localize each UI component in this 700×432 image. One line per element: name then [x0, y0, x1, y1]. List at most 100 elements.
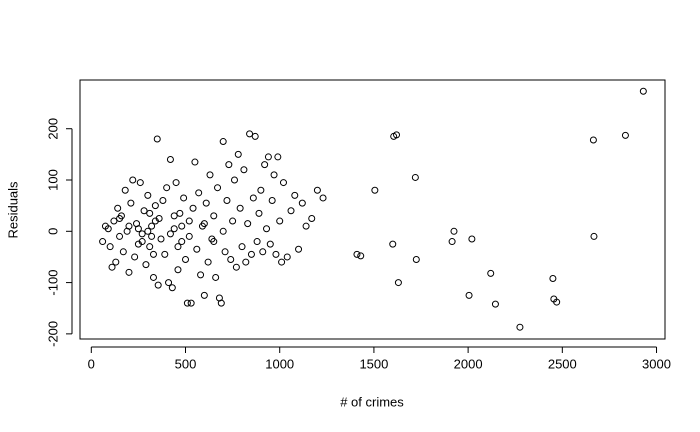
point: [187, 299, 195, 307]
point: [257, 186, 265, 194]
point: [170, 225, 178, 233]
point: [121, 186, 129, 194]
x-tick-label: 2000: [454, 356, 483, 371]
point: [200, 220, 208, 228]
point: [131, 253, 139, 261]
point: [146, 243, 154, 251]
point: [357, 252, 365, 260]
point: [134, 225, 142, 233]
point: [125, 222, 133, 230]
point: [146, 209, 154, 217]
x-axis-label: # of crimes: [340, 394, 404, 409]
point: [172, 179, 180, 187]
point: [174, 243, 182, 251]
x-tick-label: 0: [88, 356, 95, 371]
point: [197, 271, 205, 279]
point: [206, 171, 214, 179]
point: [353, 250, 361, 258]
point: [279, 179, 287, 187]
point: [225, 161, 233, 169]
point: [590, 232, 598, 240]
point: [234, 150, 242, 158]
x-tick-label: 2500: [548, 356, 577, 371]
point: [259, 248, 267, 256]
point: [159, 197, 167, 205]
point: [138, 238, 146, 246]
y-axis-label: Residuals: [5, 181, 20, 239]
point: [465, 291, 473, 299]
point: [191, 158, 199, 166]
point: [176, 209, 184, 217]
point: [165, 279, 173, 287]
point: [170, 212, 178, 220]
point: [291, 191, 299, 199]
point: [264, 153, 272, 161]
point: [144, 227, 152, 235]
point: [153, 135, 161, 143]
point: [104, 225, 112, 233]
point: [163, 184, 171, 192]
point: [287, 207, 295, 215]
point: [136, 179, 144, 187]
point: [553, 298, 561, 306]
point: [468, 235, 476, 243]
y-tick-label: -200: [45, 321, 60, 347]
point: [214, 184, 222, 192]
point: [180, 194, 188, 202]
point: [166, 230, 174, 238]
point: [154, 281, 162, 289]
point: [178, 222, 186, 230]
x-tick-label: 1500: [359, 356, 388, 371]
point: [448, 238, 456, 246]
point: [108, 263, 116, 271]
point: [270, 171, 278, 179]
point: [302, 222, 310, 230]
point: [229, 217, 237, 225]
point: [212, 273, 220, 281]
y-tick-label: 200: [45, 118, 60, 140]
point: [240, 166, 248, 174]
point: [411, 173, 419, 181]
point: [639, 87, 647, 95]
point: [185, 217, 193, 225]
point: [99, 238, 107, 246]
point: [261, 161, 269, 169]
point: [450, 227, 458, 235]
point: [195, 189, 203, 197]
point: [394, 279, 402, 287]
point: [278, 258, 286, 266]
point: [144, 191, 152, 199]
point: [308, 214, 316, 222]
point: [621, 131, 629, 139]
point: [142, 261, 150, 269]
point: [178, 238, 186, 246]
point: [116, 232, 124, 240]
point: [283, 253, 291, 261]
x-tick-label: 3000: [642, 356, 671, 371]
point: [210, 212, 218, 220]
point: [491, 300, 499, 308]
point: [230, 176, 238, 184]
point: [251, 132, 259, 140]
point: [217, 299, 225, 307]
point: [516, 323, 524, 331]
point: [295, 245, 303, 253]
point: [125, 268, 133, 276]
point: [202, 199, 210, 207]
point: [389, 240, 397, 248]
point: [268, 197, 276, 205]
point: [174, 266, 182, 274]
point: [371, 186, 379, 194]
point: [116, 214, 124, 222]
y-tick-label: 100: [45, 169, 60, 191]
point: [236, 204, 244, 212]
point: [161, 250, 169, 258]
point: [298, 199, 306, 207]
point: [189, 204, 197, 212]
x-tick-label: 1000: [265, 356, 294, 371]
point: [232, 263, 240, 271]
point: [247, 250, 255, 258]
point: [412, 256, 420, 264]
point: [151, 217, 159, 225]
